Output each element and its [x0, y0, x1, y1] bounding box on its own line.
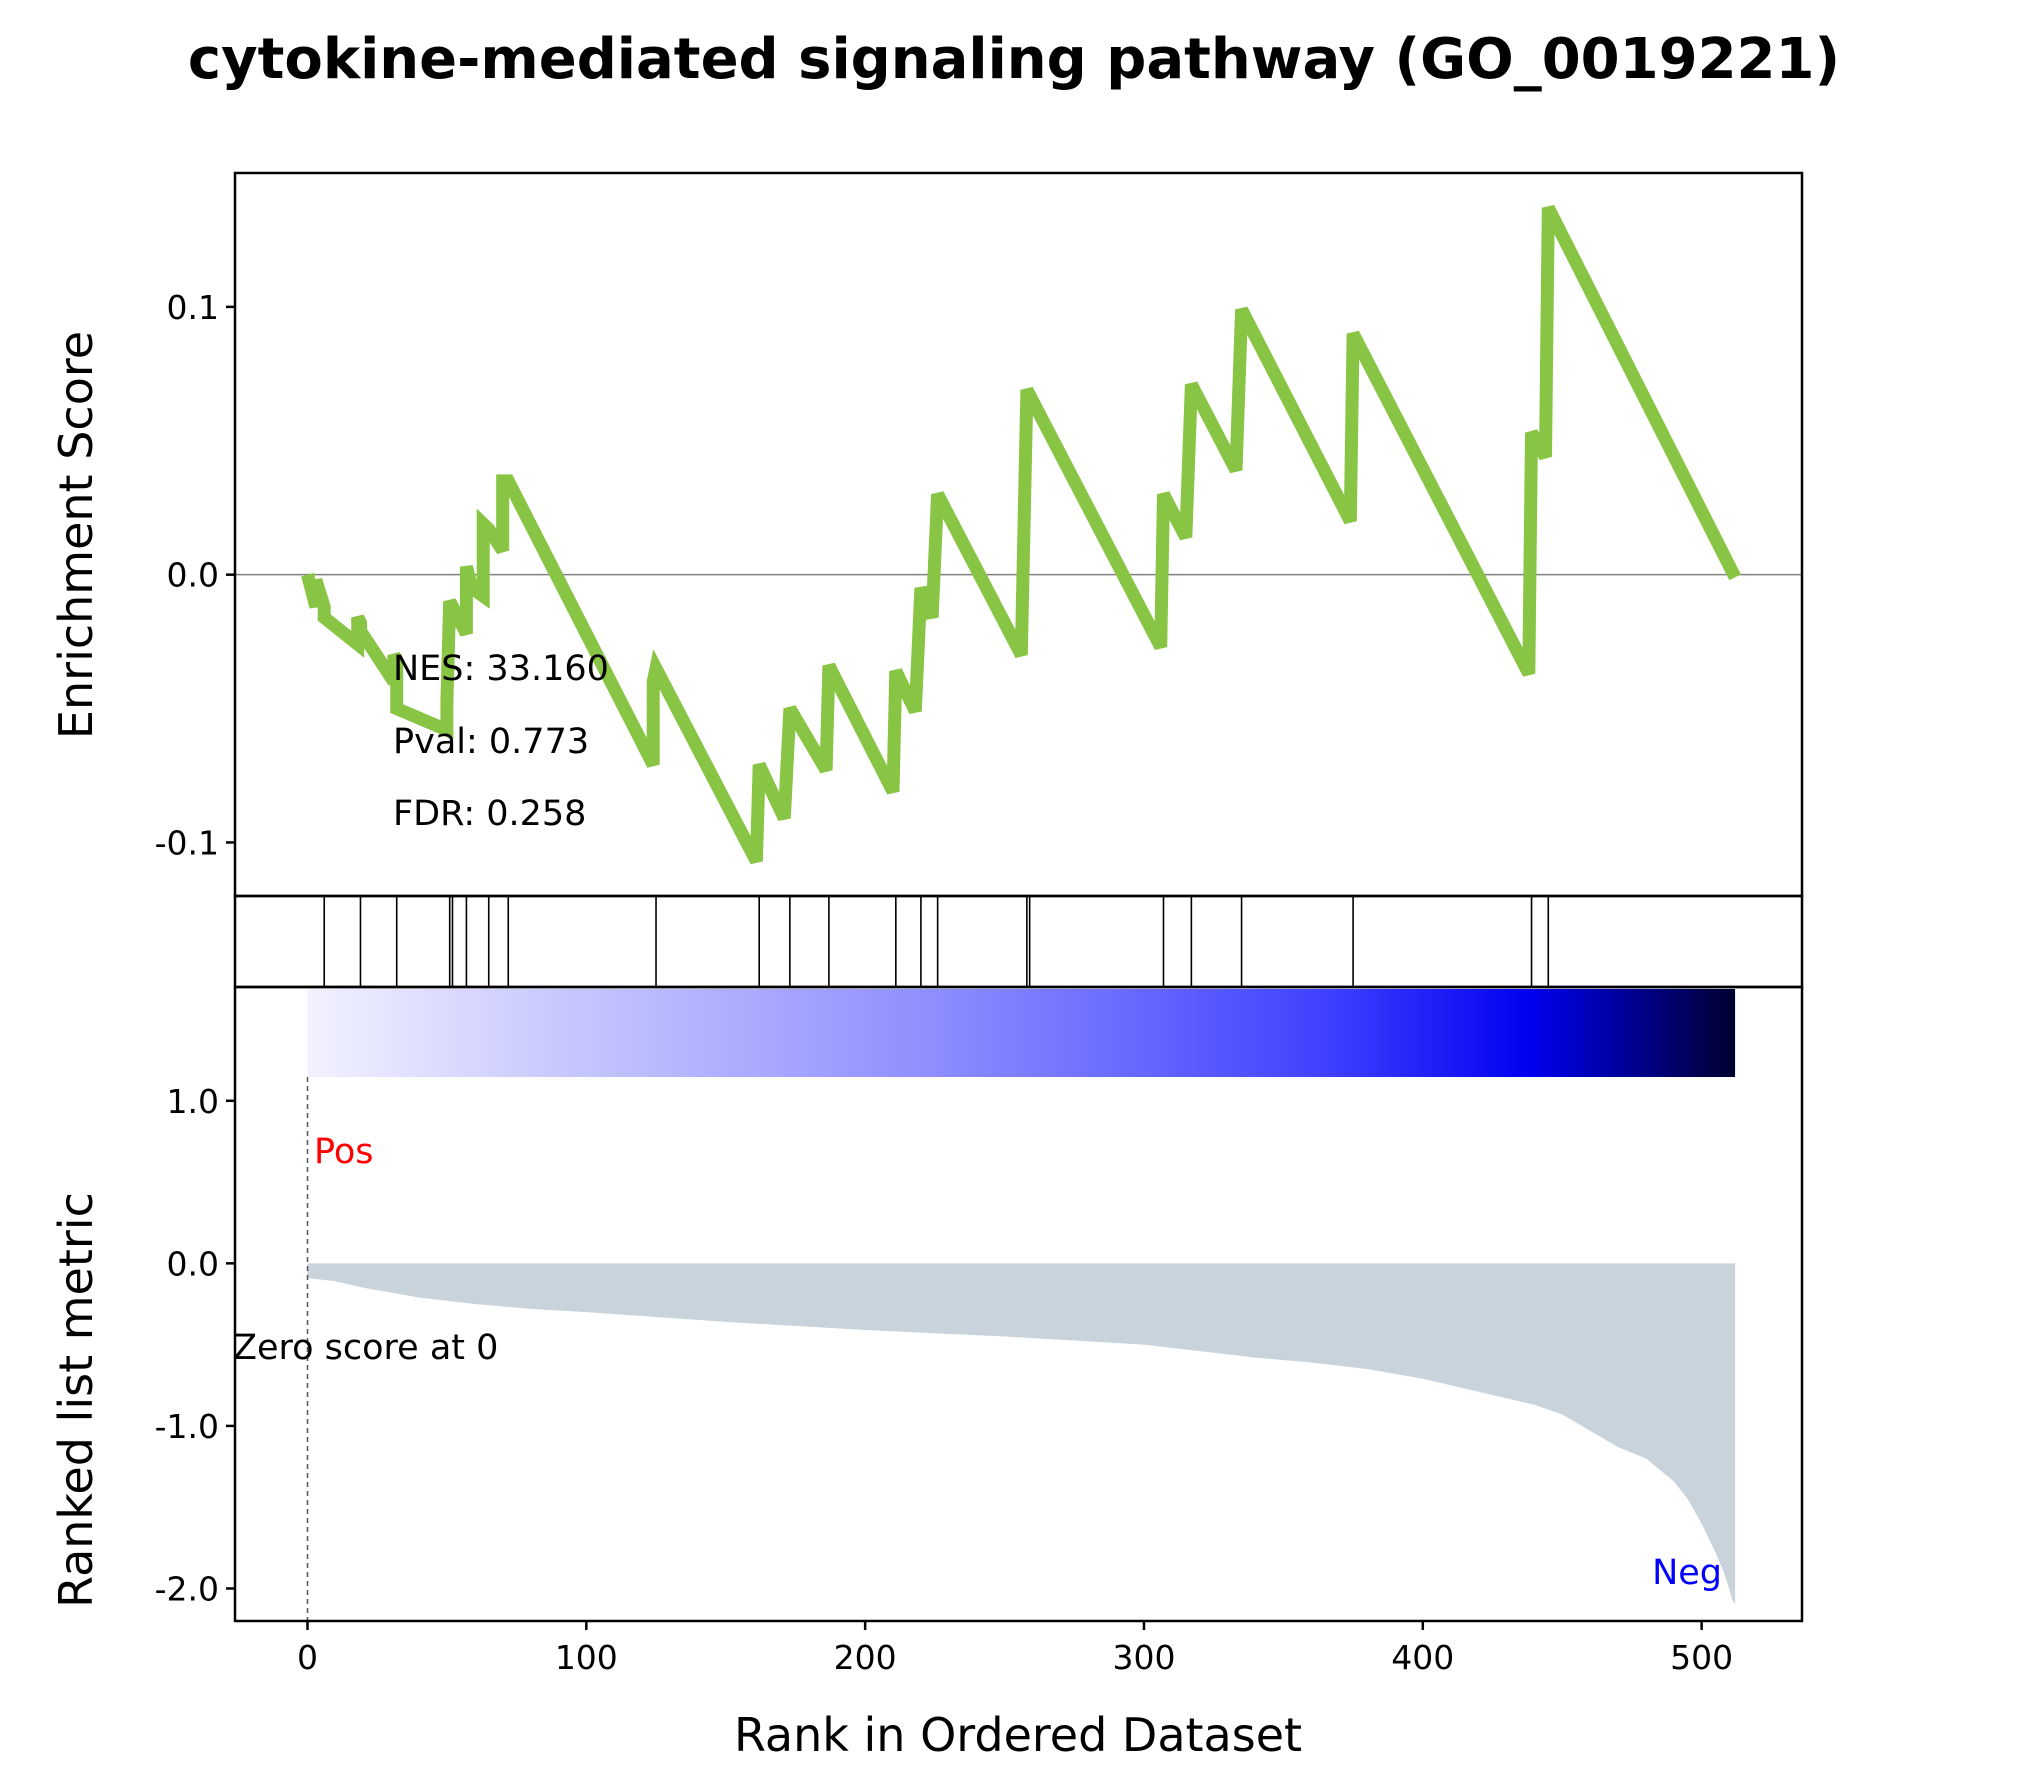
pos-label: Pos	[314, 1132, 374, 1172]
chart-title: cytokine-mediated signaling pathway (GO_…	[188, 27, 1840, 92]
x-tick-label: 200	[834, 1638, 897, 1677]
nes-annotation: NES: 33.160	[393, 649, 609, 689]
rank-metric-area	[307, 1263, 1736, 1605]
es-y-ticks: -0.1 0.0 0.1	[155, 288, 235, 862]
x-axis-label: Rank in Ordered Dataset	[734, 1708, 1302, 1762]
rank-y-tick-label: -2.0	[155, 1569, 219, 1608]
es-curve	[301, 204, 1741, 865]
neg-label: Neg	[1652, 1553, 1722, 1593]
hit-lines	[323, 896, 1550, 987]
pval-annotation: Pval: 0.773	[393, 722, 589, 762]
x-tick-label: 500	[1670, 1638, 1733, 1677]
es-curve-group	[301, 204, 1741, 865]
hits-panel	[233, 894, 1804, 989]
x-tick-label: 400	[1391, 1638, 1454, 1677]
rank-y-tick-label: 1.0	[167, 1082, 219, 1121]
rank-panel: -2.0 -1.0 0.0 1.0 Pos Zero score at 0 Neg R…	[49, 985, 1804, 1623]
x-axis: 0 100 200 300 400 500	[297, 1621, 1733, 1677]
fdr-annotation: FDR: 0.258	[393, 794, 586, 834]
x-tick-label: 0	[297, 1638, 318, 1677]
rank-y-ticks: -2.0 -1.0 0.0 1.0	[155, 1082, 235, 1608]
x-tick-label: 300	[1112, 1638, 1175, 1677]
rank-y-tick-label: 0.0	[167, 1244, 219, 1283]
hits-frame	[233, 894, 1804, 989]
es-y-tick-label: 0.1	[167, 288, 219, 327]
rank-color-bar	[307, 989, 1736, 1077]
x-tick-label: 100	[555, 1638, 618, 1677]
rank-ylabel: Ranked list metric	[49, 1192, 103, 1608]
zero-score-label: Zero score at 0	[233, 1328, 498, 1368]
rank-frame	[233, 985, 1804, 1623]
rank-y-tick-label: -1.0	[155, 1407, 219, 1446]
es-ylabel: Enrichment Score	[49, 331, 103, 739]
es-y-tick-label: 0.0	[167, 556, 219, 595]
es-y-tick-label: -0.1	[155, 823, 219, 862]
es-panel: -0.1 0.0 0.1 NES: 33.160 Pval: 0.773 FDR: …	[49, 171, 1804, 898]
